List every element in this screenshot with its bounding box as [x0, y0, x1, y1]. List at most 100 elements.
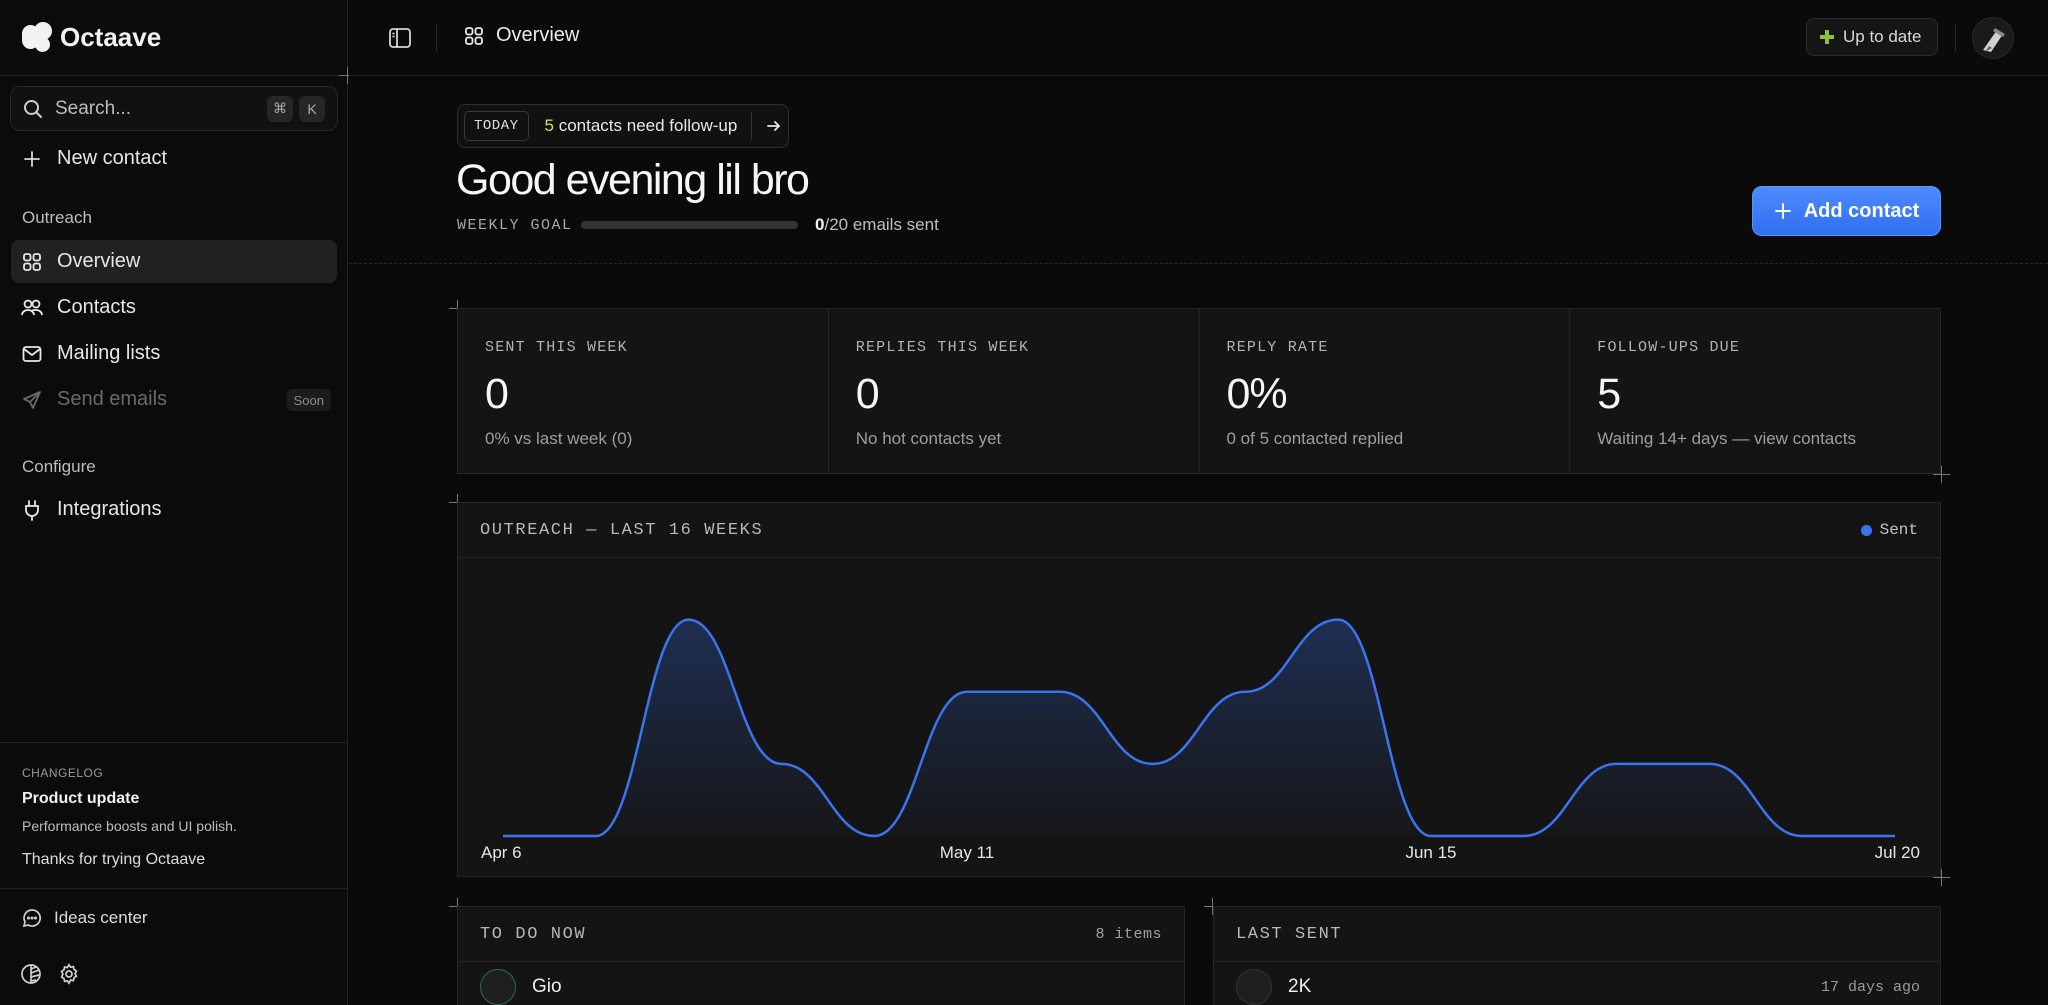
breadcrumb-current: Overview — [496, 24, 580, 46]
section-outreach: Outreach — [22, 208, 92, 227]
stat-sub[interactable]: Waiting 14+ days — view contacts — [1597, 429, 1856, 448]
sidebar-item-contacts[interactable]: Contacts — [11, 286, 337, 329]
avatar — [1236, 969, 1272, 1005]
data-point-jun-8[interactable] — [1328, 610, 1348, 630]
theme-toggle-icon[interactable] — [20, 963, 42, 985]
brand[interactable]: Octaave — [22, 22, 161, 52]
plug-icon — [21, 499, 43, 521]
sidebar: Octaave Search... ⌘ K New contact Outrea… — [0, 0, 348, 1005]
new-contact-button[interactable]: New contact — [11, 137, 337, 180]
stat-sub: No hot contacts yet — [855, 429, 1002, 448]
changelog-title[interactable]: Product update — [22, 790, 140, 807]
sparkle-icon — [1820, 30, 1834, 44]
new-contact-label: New contact — [57, 147, 168, 169]
stats-row: SENT THIS WEEK 0 0% vs last week (0) REP… — [457, 308, 1941, 474]
grid-icon — [21, 251, 43, 273]
plus-icon — [21, 148, 43, 170]
avatar[interactable] — [1972, 17, 2014, 59]
stat-label: FOLLOW-UPS DUE — [1597, 339, 1741, 356]
changelog-kicker: CHANGELOG — [22, 766, 104, 780]
add-contact-label: Add contact — [1803, 199, 1920, 222]
sidebar-divider — [0, 888, 348, 889]
last-sent-row-name: 2K — [1288, 976, 1312, 997]
todo-row[interactable]: Gio — [480, 969, 562, 1005]
topbar: Overview Up to date — [349, 0, 2048, 76]
sidebar-item-overview[interactable]: Overview — [11, 240, 337, 283]
thanks-text: Thanks for trying Octaave — [22, 851, 206, 868]
followup-count: 5 — [544, 116, 554, 135]
sidebar-item-label: Contacts — [57, 296, 136, 318]
legend-label: Sent — [1879, 521, 1918, 539]
data-point-may-18[interactable] — [1050, 682, 1070, 702]
search-input[interactable]: Search... ⌘ K — [10, 86, 338, 131]
todo-row-name: Gio — [532, 976, 562, 997]
todo-title: TO DO NOW — [480, 924, 587, 944]
stat-follow-ups-due[interactable]: FOLLOW-UPS DUE 5 Waiting 14+ days — view… — [1570, 309, 1940, 473]
followup-text: contacts need follow-up — [553, 116, 738, 135]
sidebar-item-label: Mailing lists — [57, 342, 161, 364]
last-sent-row[interactable]: 2K 17 days ago — [1236, 969, 1920, 1005]
avatar — [480, 969, 516, 1005]
brand-name: Octaave — [60, 21, 162, 52]
sidebar-item-integrations[interactable]: Integrations — [11, 488, 337, 531]
stat-sent-this-week: SENT THIS WEEK 0 0% vs last week (0) — [458, 309, 829, 473]
breadcrumb: Overview — [464, 24, 579, 47]
update-status-button[interactable]: Up to date — [1806, 18, 1938, 56]
weekly-goal-label: WEEKLY GOAL — [457, 217, 573, 234]
chart-title: OUTREACH — LAST 16 WEEKS — [480, 520, 764, 540]
topbar-separator — [1955, 24, 1956, 52]
corner-marker — [1204, 898, 1221, 915]
x-tick-label: Jun 15 — [1405, 843, 1457, 862]
data-point-jul-13[interactable] — [1792, 826, 1812, 846]
sidebar-item-label: Overview — [57, 250, 141, 272]
todo-count: 8 items — [1095, 925, 1162, 943]
gear-icon[interactable] — [58, 963, 80, 985]
data-point-jul-6[interactable] — [1699, 754, 1719, 774]
last-sent-header: LAST SENT — [1214, 907, 1940, 962]
todo-header: TO DO NOW 8 items — [458, 907, 1184, 962]
data-point-jun-29[interactable] — [1607, 754, 1627, 774]
sidebar-item-send-emails: Send emails Soon — [11, 378, 337, 421]
stat-value: 0 — [855, 370, 880, 418]
data-point-apr-27[interactable] — [771, 754, 791, 774]
stat-value: 0% — [1226, 370, 1288, 418]
sidebar-item-mailing-lists[interactable]: Mailing lists — [11, 332, 337, 375]
corner-marker — [1933, 466, 1950, 483]
kbd-command: ⌘ — [267, 95, 293, 122]
followup-message: 5 contacts need follow-up — [545, 116, 738, 136]
data-point-jun-1[interactable] — [1235, 682, 1255, 702]
sidebar-toggle-icon[interactable] — [387, 25, 413, 51]
send-icon — [21, 389, 43, 411]
ideas-center-link[interactable]: Ideas center — [22, 908, 148, 928]
outreach-chart-card: OUTREACH — LAST 16 WEEKS Sent Apr 6 May 1… — [457, 502, 1941, 877]
sidebar-divider — [0, 742, 348, 743]
stat-sub: 0 of 5 contacted replied — [1226, 429, 1404, 448]
todo-card: TO DO NOW 8 items Gio — [457, 906, 1185, 1005]
data-point-apr-20[interactable] — [679, 610, 699, 630]
weekly-goal-text: 0/20 emails sent — [815, 215, 939, 235]
topbar-separator — [436, 24, 437, 52]
data-point-apr-13[interactable] — [586, 826, 606, 846]
add-contact-button[interactable]: Add contact — [1752, 186, 1941, 236]
stat-sub: 0% vs last week (0) — [485, 429, 633, 448]
last-sent-card: LAST SENT 2K 17 days ago — [1213, 906, 1941, 1005]
goal-sent-count: 0 — [815, 215, 825, 234]
data-point-may-11[interactable] — [957, 682, 977, 702]
data-point-jun-22[interactable] — [1514, 826, 1534, 846]
weekly-goal-progress — [581, 221, 798, 229]
ideas-center-label: Ideas center — [54, 908, 148, 927]
last-sent-row-time: 17 days ago — [1820, 978, 1920, 996]
search-placeholder: Search... — [55, 97, 132, 119]
sidebar-item-label: Integrations — [57, 498, 162, 520]
data-point-may-25[interactable] — [1143, 754, 1163, 774]
series-line-sent — [503, 618, 1895, 838]
grid-icon — [465, 26, 483, 45]
corner-marker — [1933, 869, 1950, 886]
data-point-may-4[interactable] — [864, 826, 884, 846]
followup-banner[interactable]: TODAY 5 contacts need follow-up — [457, 104, 790, 148]
octaave-logo-icon — [22, 22, 52, 52]
sidebar-item-label: Send emails — [57, 388, 168, 410]
stat-label: REPLIES THIS WEEK — [855, 339, 1030, 356]
mail-icon — [21, 343, 43, 365]
today-tag: TODAY — [464, 111, 529, 141]
